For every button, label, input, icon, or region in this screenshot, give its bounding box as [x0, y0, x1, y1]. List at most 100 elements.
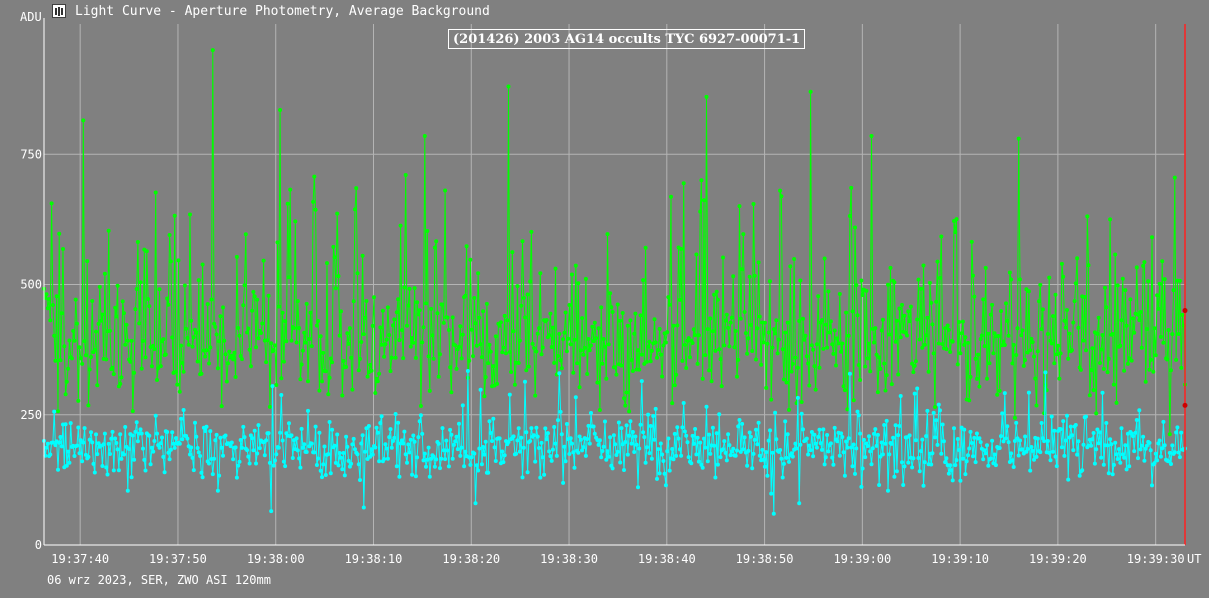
target-point	[1151, 369, 1156, 374]
comparison-point	[346, 458, 351, 463]
comparison-point	[771, 511, 776, 516]
target-point	[434, 239, 439, 244]
target-point	[67, 338, 72, 343]
comparison-point	[426, 445, 431, 450]
comparison-point	[933, 435, 937, 440]
target-point	[1104, 305, 1109, 310]
target-point	[564, 349, 569, 354]
target-point	[502, 313, 507, 318]
comparison-point	[826, 449, 831, 454]
comparison-point	[446, 464, 451, 469]
target-point	[985, 376, 989, 381]
comparison-point	[639, 379, 644, 384]
comparison-point	[549, 458, 554, 463]
comparison-point	[1142, 458, 1147, 463]
comparison-point	[157, 445, 162, 450]
target-point	[814, 342, 819, 347]
target-point	[581, 352, 586, 357]
target-point	[728, 320, 733, 325]
comparison-point	[986, 463, 991, 468]
target-point	[912, 363, 917, 368]
target-point	[515, 284, 520, 289]
comparison-point	[966, 453, 970, 458]
comparison-point	[790, 454, 795, 459]
comparison-point	[875, 432, 880, 437]
y-axis-label: ADU	[20, 10, 42, 24]
target-point	[690, 341, 695, 345]
target-point	[346, 341, 351, 346]
target-point	[929, 300, 934, 305]
comparison-point	[278, 430, 283, 435]
target-point	[850, 309, 855, 314]
window-title: Light Curve - Aperture Photometry, Avera…	[75, 4, 490, 19]
comparison-point	[95, 452, 100, 457]
target-point	[1156, 306, 1161, 311]
comparison-point	[402, 429, 407, 434]
comparison-point	[545, 431, 550, 436]
target-point	[394, 310, 399, 315]
target-point	[328, 356, 333, 361]
comparison-point	[80, 459, 85, 464]
target-point	[517, 338, 522, 343]
comparison-point	[559, 432, 564, 437]
target-point	[188, 212, 192, 217]
comparison-point	[1169, 462, 1173, 466]
comparison-point	[237, 459, 242, 464]
comparison-point	[378, 421, 383, 425]
target-point	[1018, 277, 1022, 282]
target-point	[144, 249, 149, 254]
target-point	[1136, 312, 1140, 317]
target-point	[429, 306, 434, 311]
target-point	[801, 316, 805, 321]
comparison-point	[958, 478, 963, 483]
light-curve-app-icon[interactable]	[52, 4, 66, 18]
comparison-point	[465, 369, 470, 373]
comparison-point	[1152, 461, 1157, 466]
target-point	[47, 297, 52, 302]
comparison-point	[170, 430, 175, 435]
target-point	[106, 228, 111, 233]
target-point	[775, 351, 780, 356]
target-point	[397, 338, 402, 343]
target-point	[1045, 332, 1050, 336]
target-point	[1124, 323, 1129, 328]
target-point	[639, 352, 644, 357]
target-point	[908, 304, 913, 309]
target-point	[605, 232, 610, 237]
target-point	[1167, 432, 1172, 437]
comparison-point	[108, 452, 112, 456]
comparison-point	[355, 452, 360, 457]
target-point	[488, 349, 493, 354]
target-point	[285, 201, 290, 206]
target-point	[1029, 336, 1034, 341]
comparison-point	[1016, 453, 1021, 458]
comparison-point	[585, 437, 590, 441]
comparison-point	[123, 425, 128, 429]
target-point	[271, 348, 276, 353]
comparison-point	[1138, 447, 1143, 452]
target-point	[537, 326, 541, 331]
comparison-point	[705, 459, 710, 464]
target-point	[563, 310, 568, 315]
target-point	[648, 359, 653, 364]
target-point	[204, 348, 209, 353]
time-cursor[interactable]	[1182, 24, 1188, 545]
target-point	[1020, 328, 1025, 333]
comparison-point	[736, 424, 741, 429]
comparison-point	[973, 460, 978, 465]
target-point	[336, 274, 341, 279]
target-point	[238, 354, 243, 359]
comparison-point	[147, 433, 152, 438]
comparison-point	[911, 456, 916, 461]
comparison-point	[741, 447, 746, 452]
comparison-point	[643, 460, 648, 465]
target-point	[710, 329, 715, 334]
comparison-point	[1122, 455, 1127, 460]
target-point	[996, 334, 1001, 338]
target-point	[535, 331, 540, 336]
target-point	[789, 369, 794, 374]
target-point	[473, 321, 478, 326]
comparison-point	[171, 441, 176, 446]
